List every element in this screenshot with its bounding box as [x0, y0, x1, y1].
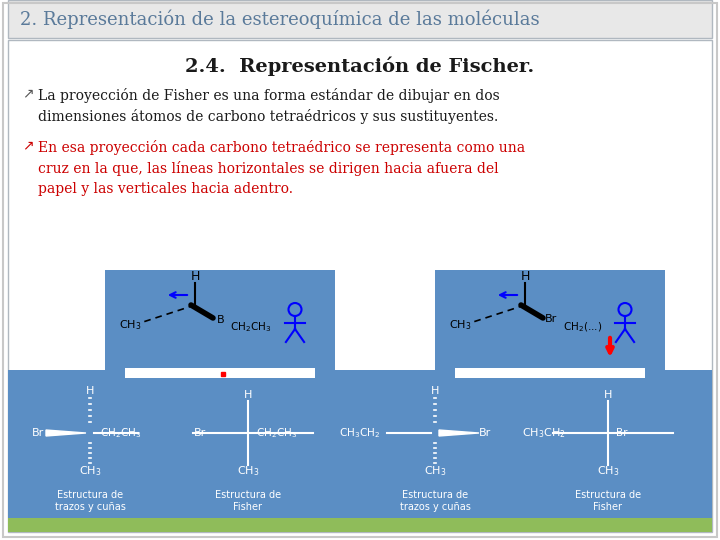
- Text: Br: Br: [545, 314, 557, 324]
- Text: H: H: [604, 390, 612, 400]
- Text: CH$_3$CH$_2$: CH$_3$CH$_2$: [339, 426, 380, 440]
- Text: Br: Br: [194, 428, 206, 438]
- Text: ↗: ↗: [22, 138, 34, 152]
- Text: H: H: [244, 390, 252, 400]
- Text: H: H: [521, 271, 530, 284]
- Text: 2.4.  Representación de Fischer.: 2.4. Representación de Fischer.: [185, 56, 535, 76]
- Bar: [8, 518, 712, 532]
- Text: CH$_2$CH$_3$: CH$_2$CH$_3$: [256, 426, 297, 440]
- Text: H: H: [190, 271, 199, 284]
- Text: CH$_3$: CH$_3$: [597, 464, 619, 478]
- Text: Estructura de
trazos y cuñas: Estructura de trazos y cuñas: [400, 490, 470, 512]
- Bar: [8, 370, 712, 518]
- Bar: [455, 368, 645, 378]
- Text: CH$_2$CH$_3$: CH$_2$CH$_3$: [230, 320, 271, 334]
- Bar: [105, 270, 335, 370]
- Text: Br: Br: [616, 428, 628, 438]
- Text: Br: Br: [479, 428, 491, 438]
- Text: CH$_2$(...): CH$_2$(...): [563, 320, 602, 334]
- Polygon shape: [439, 430, 479, 436]
- Text: CH$_2$CH$_3$: CH$_2$CH$_3$: [100, 426, 141, 440]
- Text: CH$_3$: CH$_3$: [119, 318, 141, 332]
- Text: Br: Br: [32, 428, 44, 438]
- Text: 2. Representación de la estereoquímica de las moléculas: 2. Representación de la estereoquímica d…: [20, 9, 539, 29]
- Bar: [125, 368, 315, 378]
- Text: Estructura de
Fisher: Estructura de Fisher: [575, 490, 641, 512]
- Text: Estructura de
Fisher: Estructura de Fisher: [215, 490, 281, 512]
- Polygon shape: [46, 430, 86, 436]
- Text: CH$_3$: CH$_3$: [424, 464, 446, 478]
- Text: En esa proyección cada carbono tetraédrico se representa como una
cruz en la que: En esa proyección cada carbono tetraédri…: [38, 140, 525, 195]
- Text: CH$_3$CH$_2$: CH$_3$CH$_2$: [522, 426, 566, 440]
- Text: CH$_3$: CH$_3$: [449, 318, 472, 332]
- Text: La proyección de Fisher es una forma estándar de dibujar en dos
dimensiones átom: La proyección de Fisher es una forma est…: [38, 88, 500, 124]
- Text: CH$_3$: CH$_3$: [78, 464, 102, 478]
- Text: ↗: ↗: [22, 86, 34, 100]
- Bar: [435, 270, 665, 370]
- Bar: [8, 0, 712, 38]
- Text: Estructura de
trazos y cuñas: Estructura de trazos y cuñas: [55, 490, 125, 512]
- Text: B: B: [217, 315, 225, 325]
- Text: H: H: [86, 386, 94, 396]
- Text: H: H: [431, 386, 439, 396]
- Text: CH$_3$: CH$_3$: [237, 464, 259, 478]
